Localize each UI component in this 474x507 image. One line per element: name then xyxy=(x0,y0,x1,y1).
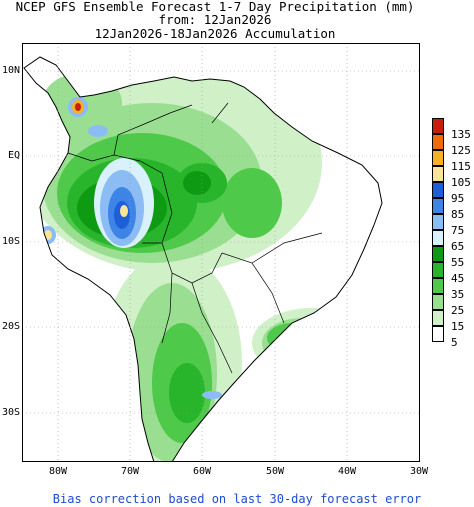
lon-label-50w: 50W xyxy=(265,466,285,477)
legend-swatch xyxy=(432,166,444,182)
legend-swatch xyxy=(432,198,444,214)
legend-label: 135 xyxy=(451,128,471,141)
legend-swatch xyxy=(432,150,444,166)
legend-label: 45 xyxy=(451,272,465,285)
legend-swatch xyxy=(432,230,444,246)
legend-swatch xyxy=(432,214,444,230)
lon-label-60w: 60W xyxy=(192,466,212,477)
legend-swatch xyxy=(432,310,444,326)
lon-label-40w: 40W xyxy=(337,466,357,477)
legend-label: 5 xyxy=(451,336,458,349)
lon-label-80w: 80W xyxy=(48,466,68,477)
legend-label: 55 xyxy=(451,256,465,269)
precip-shading xyxy=(24,57,372,462)
lon-label-70w: 70W xyxy=(120,466,140,477)
legend-label: 15 xyxy=(451,320,465,333)
accumulation-period: 12Jan2026-18Jan2026 Accumulation xyxy=(94,26,336,41)
lat-label-30s: 30S xyxy=(1,407,20,418)
legend-label: 75 xyxy=(451,224,465,237)
legend-swatch xyxy=(432,118,444,134)
legend-label: 35 xyxy=(451,288,465,301)
legend-label: 115 xyxy=(451,160,471,173)
map-canvas xyxy=(22,43,420,463)
legend-swatch xyxy=(432,326,444,342)
lat-label-eq: EQ xyxy=(7,150,20,161)
legend-label: 95 xyxy=(451,192,465,205)
legend-label: 125 xyxy=(451,144,471,157)
legend-swatch xyxy=(432,246,444,262)
forecast-init-date: from: 12Jan2026 xyxy=(158,12,272,27)
legend-label: 105 xyxy=(451,176,471,189)
legend-swatch xyxy=(432,294,444,310)
lat-label-10n: 10N xyxy=(1,65,20,76)
legend-swatch xyxy=(432,262,444,278)
lat-label-20s: 20S xyxy=(1,321,20,332)
legend-swatch xyxy=(432,182,444,198)
legend-label: 85 xyxy=(451,208,465,221)
legend-swatch xyxy=(432,134,444,150)
country-borders xyxy=(67,102,323,374)
precipitation-map xyxy=(22,43,420,463)
lat-label-10s: 10S xyxy=(1,236,20,247)
bias-correction-note: Bias correction based on last 30-day for… xyxy=(52,492,422,506)
chart-title: NCEP GFS Ensemble Forecast 1-7 Day Preci… xyxy=(15,0,415,14)
legend-label: 25 xyxy=(451,304,465,317)
lon-label-30w: 30W xyxy=(409,466,429,477)
legend-swatch xyxy=(432,278,444,294)
legend-label: 65 xyxy=(451,240,465,253)
